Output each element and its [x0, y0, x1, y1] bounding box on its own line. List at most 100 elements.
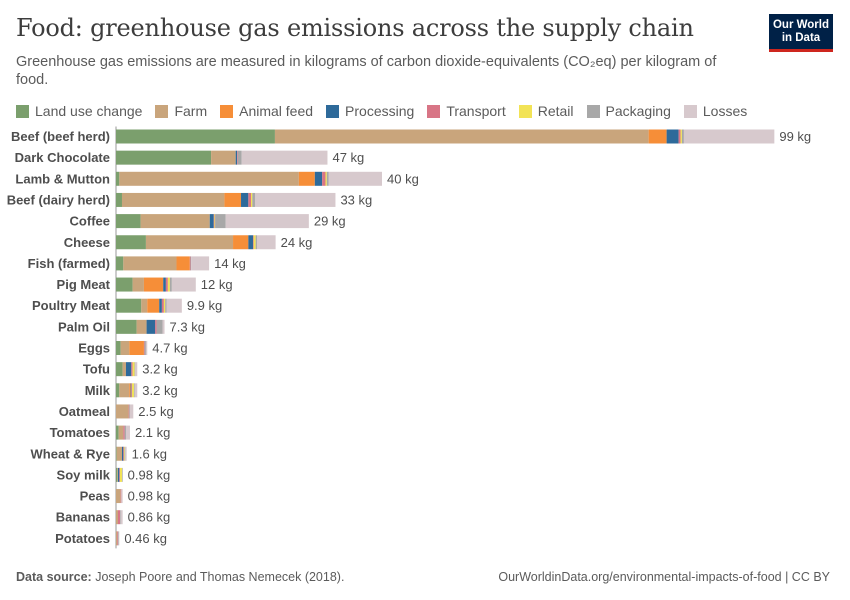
- bar-segment: [124, 446, 126, 461]
- legend-swatch: [326, 104, 340, 118]
- bar-segment: [233, 235, 249, 250]
- total-label: 1.6 kg: [132, 446, 167, 461]
- total-label: 33 kg: [340, 192, 372, 207]
- logo-line-1: Our World: [772, 19, 829, 31]
- bar-segment: [125, 446, 127, 461]
- legend-item[interactable]: Retail: [518, 103, 574, 119]
- bar-segment: [145, 341, 148, 355]
- bar-segment: [161, 298, 164, 313]
- bar-segment: [118, 531, 120, 546]
- legend-swatch: [427, 104, 441, 118]
- bar-segment: [123, 256, 177, 271]
- legend-label: Animal feed: [239, 103, 314, 119]
- legend-item[interactable]: Transport: [427, 103, 506, 119]
- bar-segment: [116, 362, 123, 377]
- legend-label: Processing: [345, 103, 415, 119]
- bar-segment: [117, 531, 118, 546]
- owid-logo[interactable]: Our World in Data: [769, 14, 833, 52]
- bar-segment: [162, 319, 165, 334]
- bar-segment: [248, 192, 251, 207]
- bar-segment: [322, 171, 326, 186]
- bar-segment: [163, 277, 166, 292]
- data-source: Data source: Joseph Poore and Thomas Nem…: [16, 570, 344, 584]
- category-label: Milk: [85, 383, 111, 398]
- bar-segment: [253, 235, 256, 250]
- bar-segment: [119, 467, 122, 482]
- bar-segment: [136, 319, 147, 334]
- bar-segment: [325, 171, 327, 186]
- bar-segment: [118, 425, 124, 440]
- legend-label: Packaging: [605, 103, 671, 119]
- bar-segment: [117, 531, 119, 546]
- total-label: 47 kg: [332, 150, 364, 165]
- bar-segment: [122, 362, 126, 377]
- category-label: Potatoes: [55, 531, 110, 546]
- bar-segment: [116, 425, 119, 440]
- legend-item[interactable]: Losses: [683, 103, 747, 119]
- bar-segment: [683, 129, 775, 144]
- bar-segment: [189, 256, 191, 271]
- bar-segment: [255, 235, 257, 250]
- total-label: 0.98 kg: [128, 467, 171, 482]
- total-label: 3.2 kg: [142, 383, 177, 398]
- legend-item[interactable]: Processing: [326, 103, 414, 119]
- legend-item[interactable]: Animal feed: [220, 103, 313, 119]
- bar-segment: [237, 150, 238, 165]
- legend-label: Retail: [537, 103, 574, 119]
- total-label: 0.86 kg: [128, 510, 171, 525]
- category-label: Poultry Meat: [32, 298, 111, 313]
- bar-segment: [116, 467, 118, 482]
- category-label: Lamb & Mutton: [15, 171, 110, 186]
- legend-item[interactable]: Packaging: [586, 103, 671, 119]
- bar-segment: [116, 171, 120, 186]
- bar-segment: [116, 150, 212, 165]
- bar-segment: [159, 298, 162, 313]
- bar-segment: [213, 214, 215, 229]
- bar-segment: [248, 235, 253, 250]
- bar-segment: [274, 129, 649, 144]
- bar-segment: [678, 129, 681, 144]
- total-label: 3.2 kg: [142, 362, 177, 377]
- bar-segment: [119, 383, 130, 398]
- bar-segment: [254, 192, 336, 207]
- bar-segment: [314, 171, 323, 186]
- total-label: 2.5 kg: [138, 404, 173, 419]
- bar-segment: [224, 192, 242, 207]
- bar-segment: [116, 129, 275, 144]
- source-link[interactable]: OurWorldinData.org/environmental-impacts…: [498, 570, 830, 584]
- total-label: 40 kg: [387, 171, 419, 186]
- bar-segment: [143, 277, 164, 292]
- bar-segment: [235, 150, 238, 165]
- bar-segment: [121, 489, 123, 504]
- legend-item[interactable]: Land use change: [16, 103, 142, 119]
- bar-segment: [252, 192, 255, 207]
- bar-segment: [116, 277, 133, 292]
- category-label: Eggs: [78, 341, 110, 356]
- total-label: 14 kg: [214, 256, 246, 271]
- bar-segment: [648, 129, 667, 144]
- bar-segment: [131, 383, 134, 398]
- bar-segment: [163, 298, 166, 313]
- bar-segment: [129, 341, 144, 355]
- bar-segment: [116, 383, 120, 398]
- bar-segment: [116, 256, 124, 271]
- bar-segment: [326, 171, 329, 186]
- bar-segment: [176, 256, 190, 271]
- bar-segment: [214, 214, 216, 229]
- category-label: Cheese: [64, 235, 110, 250]
- category-label: Wheat & Rye: [31, 446, 110, 461]
- bar-segment: [144, 341, 146, 355]
- chart-legend: Land use change Farm Animal feed Processing…: [16, 102, 760, 120]
- legend-item[interactable]: Farm: [155, 103, 207, 119]
- legend-label: Farm: [174, 103, 208, 119]
- chart-title: Food: greenhouse gas emissions across th…: [16, 14, 694, 42]
- category-label: Bananas: [56, 510, 110, 525]
- bar-segment: [250, 192, 253, 207]
- bar-segment: [237, 150, 242, 165]
- category-label: Peas: [80, 489, 110, 504]
- bar-segment: [131, 383, 132, 398]
- bar-segment: [131, 362, 133, 377]
- bar-segment: [117, 467, 120, 482]
- bar-segment: [124, 425, 126, 440]
- legend-swatch: [155, 104, 169, 118]
